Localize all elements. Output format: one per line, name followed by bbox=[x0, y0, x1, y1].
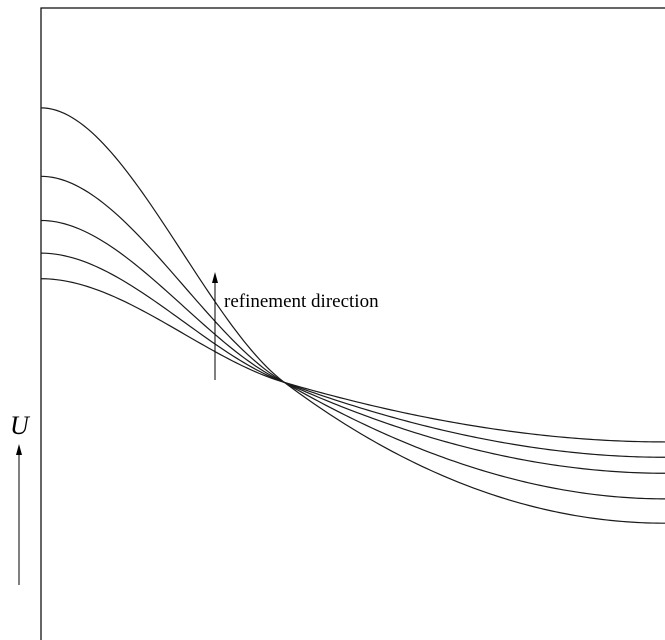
series-line-5 bbox=[40, 278, 665, 443]
series-line-4 bbox=[40, 252, 665, 458]
series-line-2 bbox=[40, 175, 665, 500]
y-axis-label: U bbox=[10, 411, 31, 440]
y-axis-arrow-head bbox=[16, 444, 22, 455]
refinement-direction-label: refinement direction bbox=[224, 291, 379, 312]
refinement-arrow-head bbox=[212, 272, 218, 283]
curve-group bbox=[40, 107, 665, 524]
series-line-1 bbox=[40, 107, 665, 524]
series-line-3 bbox=[40, 219, 665, 474]
plot-frame bbox=[40, 7, 665, 640]
